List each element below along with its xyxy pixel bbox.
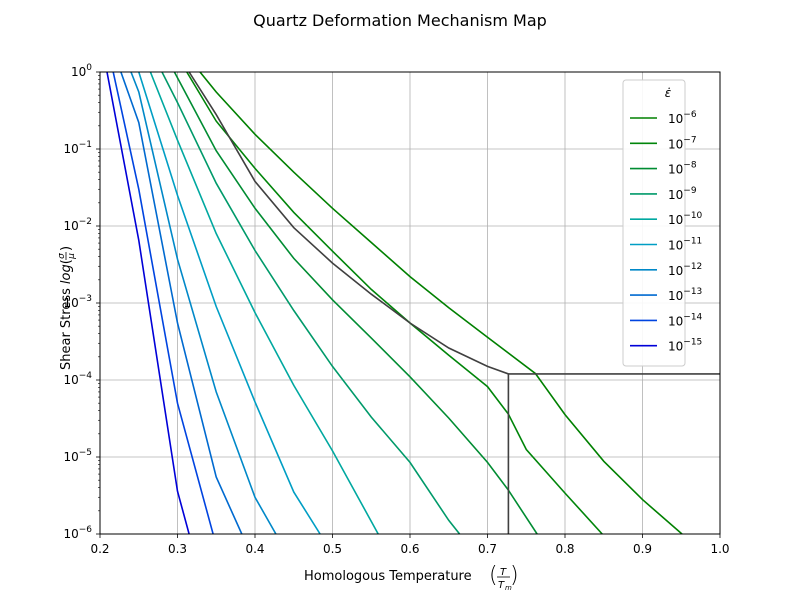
x-axis-label-num: T: [500, 567, 507, 578]
x-tick-label: 0.6: [400, 542, 419, 556]
chart-title: Quartz Deformation Mechanism Map: [253, 11, 547, 30]
x-tick-label: 0.4: [245, 542, 264, 556]
y-axis-label-frac-den: μ: [67, 253, 77, 260]
x-axis-label-lparen: (: [489, 563, 498, 588]
x-axis-label-text: Homologous Temperature: [304, 569, 472, 584]
x-tick-label: 0.2: [90, 542, 109, 556]
y-axis-label-text: Shear Stresslog(: [59, 259, 74, 370]
x-axis-label-rparen: ): [510, 563, 519, 588]
x-axis-label-den: T: [498, 580, 505, 591]
legend-title: ε̇: [665, 86, 672, 100]
x-tick-label: 0.7: [478, 542, 497, 556]
x-tick-label: 1.0: [710, 542, 729, 556]
x-tick-label: 0.8: [555, 542, 574, 556]
y-axis-label-frac-num: σ: [57, 253, 67, 259]
x-tick-label: 0.3: [168, 542, 187, 556]
x-tick-label: 0.9: [633, 542, 652, 556]
svg-text:): ): [59, 246, 74, 251]
x-tick-label: 0.5: [323, 542, 342, 556]
